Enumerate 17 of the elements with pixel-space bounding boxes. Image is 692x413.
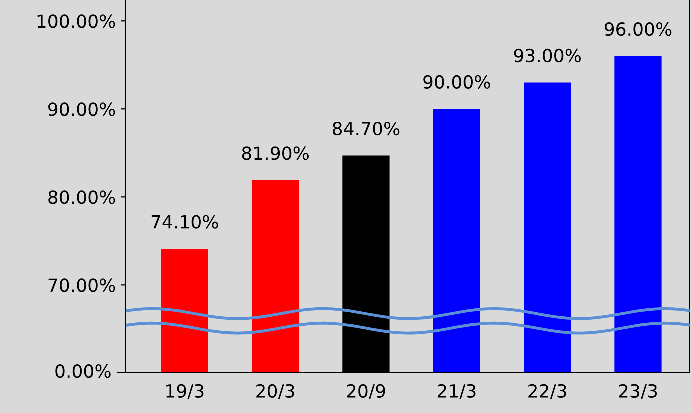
x-tick-label: 20/3: [256, 384, 294, 400]
y-tick-label: 80.00%: [48, 190, 116, 204]
data-label: 93.00%: [514, 48, 581, 63]
data-label: 74.10%: [152, 215, 218, 229]
y-tick-label: 100.00%: [38, 14, 116, 28]
y-tick-label: 70.00%: [48, 278, 116, 292]
data-label: 96.00%: [604, 22, 672, 36]
x-tick-label: 23/3: [619, 384, 658, 400]
data-label: 84.70%: [333, 122, 400, 136]
text: 0.00%: [56, 364, 111, 378]
data-label: 81.90%: [242, 146, 309, 160]
data-label: 90.00%: [424, 75, 490, 89]
x-tick-label: 20/9: [347, 384, 386, 400]
x-tick-label: 22/3: [528, 384, 566, 400]
x-tick-label: 21/3: [438, 384, 476, 400]
y-tick-label: 90.00%: [48, 102, 116, 116]
x-tick-label: 19/3: [166, 384, 204, 400]
